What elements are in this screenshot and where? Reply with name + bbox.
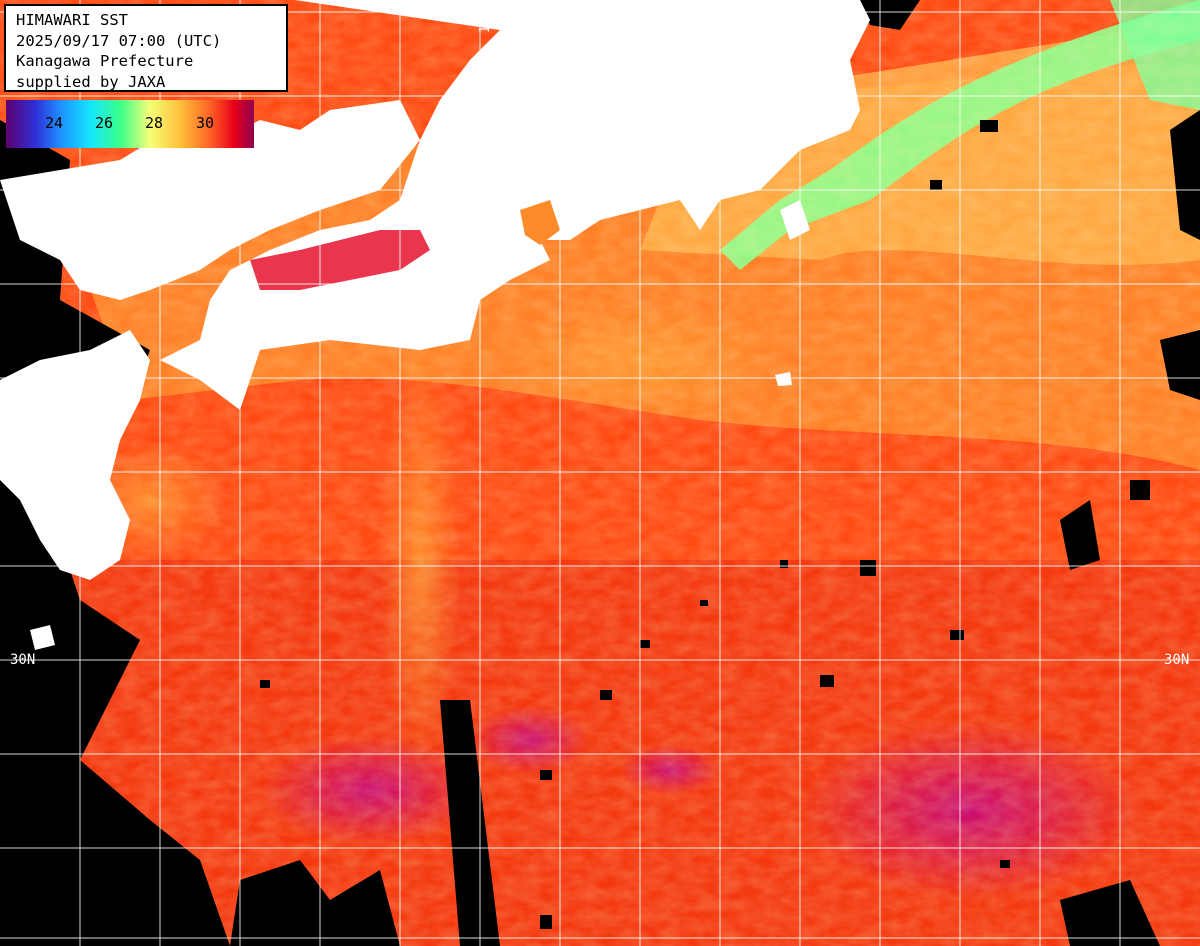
cloud-mask-east-3 [1170, 110, 1200, 240]
lat-label-left: 30N [10, 652, 36, 668]
land-kyushu [0, 330, 150, 580]
cloud-mask-south-band [440, 700, 500, 946]
cloud-mask-southeast [1060, 880, 1160, 946]
cloud-mask-ne [860, 0, 920, 30]
map-region: Kanagawa Prefecture [16, 52, 194, 70]
land-island-south [30, 625, 55, 650]
map-datetime: 2025/09/17 07:00 (UTC) [16, 31, 222, 50]
inland-sea [250, 230, 430, 290]
lat-label-right: 30N [1164, 652, 1190, 668]
map-credit: supplied by JAXA [16, 72, 166, 91]
map-title: HIMAWARI SST [16, 11, 128, 29]
cloud-mask-speckles [260, 120, 1150, 929]
cloud-mask-west [0, 120, 230, 946]
color-legend: 24 26 28 30 [6, 100, 254, 148]
osaka-bay [520, 200, 560, 245]
cloud-mask-east-1 [1060, 500, 1100, 570]
land-korea-west [0, 100, 420, 300]
legend-tick-26: 26 [95, 114, 114, 132]
info-box: HIMAWARI SST 2025/09/17 07:00 (UTC) Kana… [4, 4, 288, 92]
lon-label: 135E [478, 2, 493, 34]
legend-tick-28: 28 [145, 114, 164, 132]
land-izu-island [775, 372, 792, 386]
legend-tick-24: 24 [45, 114, 64, 132]
cloud-mask-southwest [230, 860, 400, 946]
legend-tick-30: 30 [196, 114, 215, 132]
land-boso [780, 200, 810, 240]
land-honshu [160, 0, 870, 410]
cloud-mask-east-2 [1160, 330, 1200, 400]
